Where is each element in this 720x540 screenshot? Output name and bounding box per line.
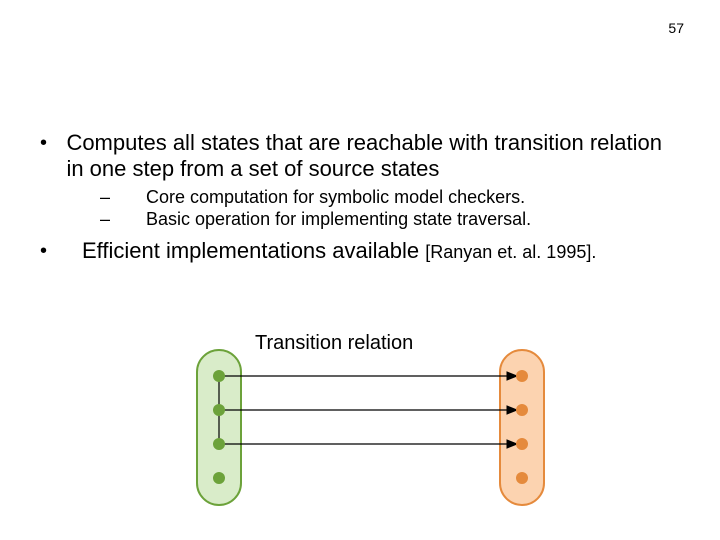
transition-diagram <box>0 0 720 540</box>
